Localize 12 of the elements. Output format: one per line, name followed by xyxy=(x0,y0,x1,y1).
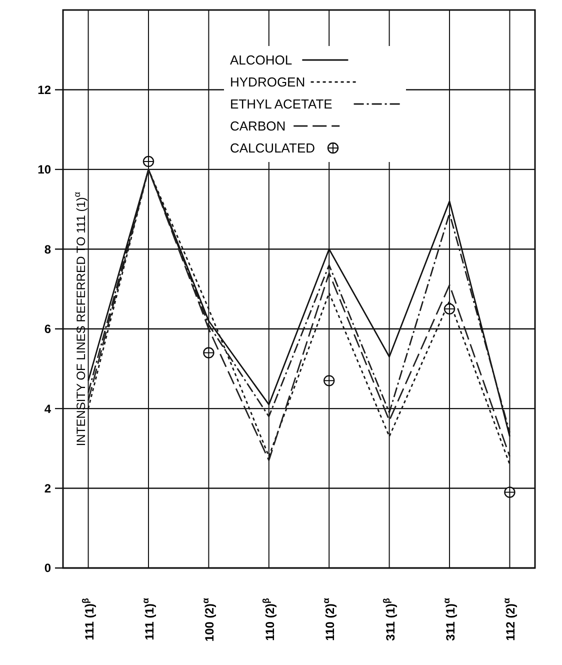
y-tick-label: 8 xyxy=(44,242,52,256)
legend-label: ETHYL ACETATE xyxy=(230,96,333,112)
y-tick-label: 10 xyxy=(38,162,52,177)
y-tick-label: 4 xyxy=(44,402,52,416)
y-tick-label: 0 xyxy=(44,561,52,576)
legend-label: CARBON xyxy=(230,118,286,134)
legend-label: CALCULATED xyxy=(230,140,316,156)
y-tick-label: 2 xyxy=(44,481,52,496)
y-tick-label: 12 xyxy=(38,82,52,97)
y-tick-label: 6 xyxy=(44,322,52,336)
legend-label: ALCOHOL xyxy=(230,52,292,68)
legend-label: HYDROGEN xyxy=(230,74,306,90)
